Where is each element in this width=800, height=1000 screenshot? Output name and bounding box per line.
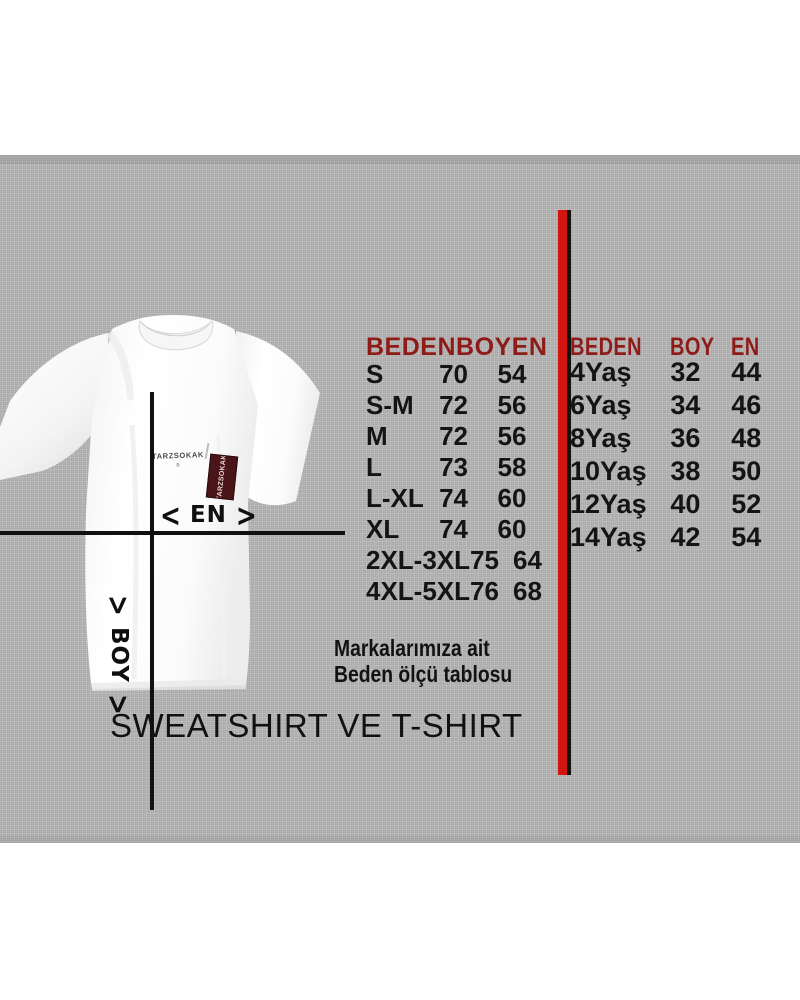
hang-tag-label: TARZSOKAK — [216, 453, 228, 501]
adult-row-size: S — [366, 359, 384, 389]
table-row: 10Yaş 38 50 — [570, 458, 785, 491]
adult-row-length: 76 — [470, 576, 499, 606]
brand-caption-line-2: Beden ölçü tablosu — [334, 661, 513, 687]
adult-row-size: L-XL — [366, 483, 424, 513]
adult-row-length: 70 — [439, 359, 468, 389]
adult-row-length: 74 — [439, 483, 468, 513]
adult-row-width: 56 — [497, 421, 527, 451]
adult-row-width: 68 — [513, 576, 542, 606]
table-row: L-XL 74 60 — [366, 483, 556, 514]
table-row: 4XL-5XL 76 68 — [366, 576, 556, 607]
adult-row-size: S-M — [366, 390, 414, 420]
tshirt-right-sleeve — [236, 331, 320, 506]
brand-caption-line-1: Markalarımıza ait — [334, 635, 490, 661]
kids-row-length: 32 — [670, 357, 701, 387]
tshirt-collar-line — [141, 322, 211, 337]
table-row: 4Yaş 32 44 — [570, 359, 785, 392]
tshirt-fold-1 — [129, 424, 139, 680]
table-row: XL 74 60 — [366, 514, 556, 545]
horizontal-measure-line — [0, 531, 345, 535]
width-label-text: EN — [189, 502, 227, 528]
kids-row-size: 6Yaş — [570, 390, 632, 420]
tshirt-body — [85, 315, 258, 689]
adult-header-size: BEDEN — [366, 333, 457, 361]
table-row: S-M 72 56 — [366, 390, 556, 421]
kids-row-length: 42 — [670, 522, 701, 552]
kids-row-size: 10Yaş — [570, 456, 647, 486]
adult-row-size: XL — [366, 514, 400, 544]
kids-row-length: 40 — [670, 489, 701, 519]
adult-row-length: 73 — [439, 452, 468, 482]
adult-row-size: L — [366, 452, 382, 482]
tshirt-shoulder-seam — [106, 331, 134, 401]
kids-row-width: 48 — [731, 423, 762, 453]
arrow-up-icon: > — [100, 595, 137, 616]
tshirt-shape — [0, 315, 320, 691]
adult-row-length: 72 — [439, 421, 468, 451]
neck-sub-label: ® — [176, 463, 180, 469]
kids-header-length: BOY — [670, 333, 715, 361]
adult-row-size: 2XL-3XL — [366, 545, 471, 575]
tshirt-left-sleeve — [0, 333, 110, 480]
length-label-text: BOY — [106, 627, 132, 683]
table-row: 2XL-3XL 75 64 — [366, 545, 556, 576]
kids-row-size: 12Yaş — [570, 489, 647, 519]
adult-size-table: BEDEN BOY EN S 70 54 S-M 72 56 M 72 56 L — [366, 333, 556, 607]
adult-row-size: 4XL-5XL — [366, 576, 471, 606]
kids-row-length: 34 — [670, 390, 701, 420]
adult-row-length: 74 — [439, 514, 468, 544]
kids-row-size: 14Yaş — [570, 522, 647, 552]
adult-row-width: 60 — [497, 483, 527, 513]
table-row: S 70 54 — [366, 359, 556, 390]
hang-tag: TARZSOKAK — [205, 453, 239, 501]
length-annotation: > BOY > — [100, 593, 136, 717]
kids-header-width: EN — [731, 333, 760, 361]
table-row: M 72 56 — [366, 421, 556, 452]
kids-row-length: 36 — [670, 423, 701, 453]
adult-row-width: 56 — [497, 390, 527, 420]
kids-row-width: 52 — [731, 489, 762, 519]
kids-row-width: 50 — [731, 456, 762, 486]
table-row: 12Yaş 40 52 — [570, 491, 785, 524]
tshirt-illustration: TARZSOKAK ® TARZSOKAK < EN > > BOY > — [0, 275, 360, 810]
adult-row-size: M — [366, 421, 388, 451]
adult-header-width: EN — [511, 333, 548, 361]
table-row: 14Yaş 42 54 — [570, 524, 785, 557]
table-row: 8Yaş 36 48 — [570, 425, 785, 458]
adult-row-length: 75 — [470, 545, 499, 575]
table-row: 6Yaş 34 46 — [570, 392, 785, 425]
tshirt-hem — [92, 679, 246, 691]
adult-header-length: BOY — [456, 333, 512, 361]
kids-header-size: BEDEN — [570, 333, 643, 361]
arrow-right-icon: > — [235, 497, 257, 534]
product-types-title: SWEATSHIRT VE T-SHIRT — [110, 707, 523, 744]
adult-row-width: 58 — [497, 452, 527, 482]
kids-row-size: 8Yaş — [570, 423, 632, 453]
arrow-left-icon: < — [160, 497, 181, 534]
brand-caption: Markalarımıza ait Beden ölçü tablosu — [334, 635, 546, 687]
adult-row-width: 64 — [513, 545, 542, 575]
kids-table-header: BEDEN BOY EN — [570, 333, 785, 361]
adult-row-width: 54 — [497, 359, 527, 389]
width-annotation: < EN > — [160, 497, 257, 534]
vertical-red-divider — [558, 210, 571, 775]
kids-row-width: 54 — [731, 522, 762, 552]
kids-row-width: 44 — [731, 357, 762, 387]
kids-size-table: BEDEN BOY EN 4Yaş 32 44 6Yaş 34 46 8Yaş … — [570, 333, 785, 557]
kids-row-length: 38 — [670, 456, 701, 486]
adult-row-length: 72 — [439, 390, 468, 420]
adult-row-width: 60 — [497, 514, 527, 544]
adult-table-header: BEDEN BOY EN — [366, 333, 556, 361]
kids-row-size: 4Yaş — [570, 357, 632, 387]
vertical-measure-line — [150, 392, 154, 810]
kids-row-width: 46 — [731, 390, 762, 420]
arrow-down-icon: > — [100, 693, 137, 715]
chart-canvas: TARZSOKAK ® TARZSOKAK < EN > > BOY > — [0, 155, 800, 843]
table-row: L 73 58 — [366, 452, 556, 483]
neck-brand-label: TARZSOKAK — [151, 450, 205, 461]
